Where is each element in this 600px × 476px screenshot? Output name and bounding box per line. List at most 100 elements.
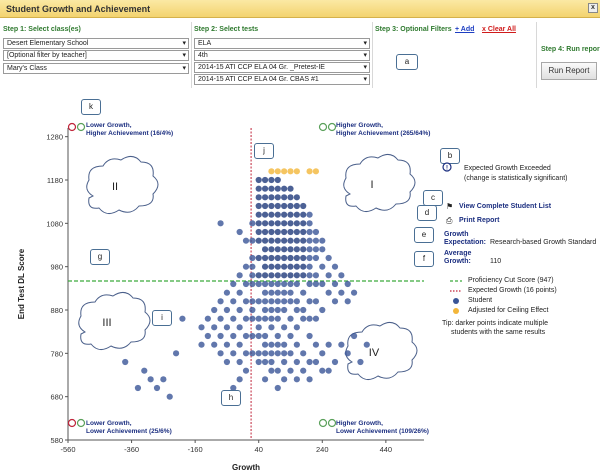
run-report-button[interactable]: Run Report [541,62,597,80]
student-point [268,246,275,253]
exceeded-text: Expected Growth Exceeded [464,165,551,172]
student-point [274,220,281,227]
pretest-select[interactable]: 2014-15 ATI CCP ELA 04 Gr. _Pretest-IE ▾ [194,62,370,73]
clear-filters-link[interactable]: x Clear All [482,26,516,33]
student-point [242,315,250,322]
x-tick-label: -560 [60,445,75,454]
student-point [134,384,142,392]
student-point [281,289,288,296]
tip-line1: Tip: darker points indicate multiple [442,320,548,327]
student-point [312,298,320,305]
callout-d: d [417,205,437,221]
x-tick-label: -360 [124,445,139,454]
grade-select[interactable]: 4th ▾ [194,50,370,61]
student-point [261,202,269,210]
student-point [300,246,307,253]
student-point [281,280,288,288]
student-point [249,350,256,357]
student-point [338,272,345,279]
student-point [236,289,243,296]
student-point [255,254,262,262]
student-point [242,350,250,357]
view-student-list-link[interactable]: View Complete Student List [459,203,552,210]
student-point [300,289,307,296]
student-point [287,289,294,296]
callout-j: j [254,143,274,159]
student-point [331,358,339,366]
student-point [274,202,281,210]
callout-e: e [414,227,434,243]
callout-g: g [90,249,110,265]
student-point [281,211,288,218]
subject-select[interactable]: ELA ▾ [194,38,370,49]
student-point [261,194,269,201]
student-point [274,211,281,218]
divider [372,22,373,88]
student-point [261,237,269,244]
close-icon[interactable]: x [588,3,598,13]
student-point [223,324,231,331]
student-point [357,358,364,366]
quadrant-bl-line2: Lower Achievement (25/6%) [86,428,172,435]
student-point [255,315,262,322]
school-select[interactable]: Desert Elementary School ▾ [3,38,189,49]
student-point [255,280,262,288]
student-point [255,298,262,305]
student-point [268,202,275,210]
student-point [306,228,313,236]
teacher-filter-select[interactable]: [Optional filter by teacher] ▾ [3,50,189,61]
student-point [268,367,275,374]
student-point [261,298,269,305]
student-point [331,280,339,288]
growth-expectation-label: Growth [444,231,469,238]
student-point [306,332,313,340]
student-point [236,358,243,366]
student-point [300,220,307,227]
student-point [268,315,275,322]
x-tick-label: -160 [188,445,203,454]
legend-cut-label: Proficiency Cut Score (947) [468,277,554,284]
quadrant-br-icons-1 [327,418,337,428]
class-select[interactable]: Mary's Class ▾ [3,63,189,74]
student-point [306,263,313,270]
student-point [261,176,269,184]
list-icon[interactable]: ⚑ [446,202,454,211]
print-report-link[interactable]: Print Report [459,217,500,224]
student-point [300,263,307,270]
add-filter-link[interactable]: + Add [455,26,475,33]
student-point [281,341,288,348]
cloud-quadrant-iv-label: IV [369,347,380,359]
student-point [300,367,307,374]
ceiling-point [274,168,281,175]
subject-select-value: ELA [198,40,212,47]
x-tick-label: 240 [316,445,329,454]
student-point [153,384,161,392]
student-point [325,367,332,374]
student-point [293,306,300,314]
y-tick-label: 1080 [46,219,63,228]
student-point [223,289,231,296]
student-point [236,272,243,279]
step1-label: Step 1: Select class(es) [3,26,81,33]
student-point [236,306,243,314]
student-point [223,306,231,314]
posttest-select[interactable]: 2014-15 ATI CCP ELA 04 Gr. CBAS #1 ▾ [194,74,370,85]
student-point [287,263,294,270]
student-point [230,332,237,340]
average-growth-label2: Growth: [444,258,471,265]
student-point [249,263,256,270]
student-point [255,202,262,210]
student-point [281,194,288,201]
student-point [306,220,313,227]
student-point [293,211,300,218]
student-point [293,280,300,288]
student-point [306,254,313,262]
printer-icon[interactable]: ⎙ [446,216,453,225]
student-point [350,289,358,296]
student-point [281,228,288,236]
divider [536,22,537,88]
student-point [261,280,269,288]
student-point [122,358,129,366]
ceiling-point [306,168,313,175]
cloud-quadrant-iii [78,292,151,350]
